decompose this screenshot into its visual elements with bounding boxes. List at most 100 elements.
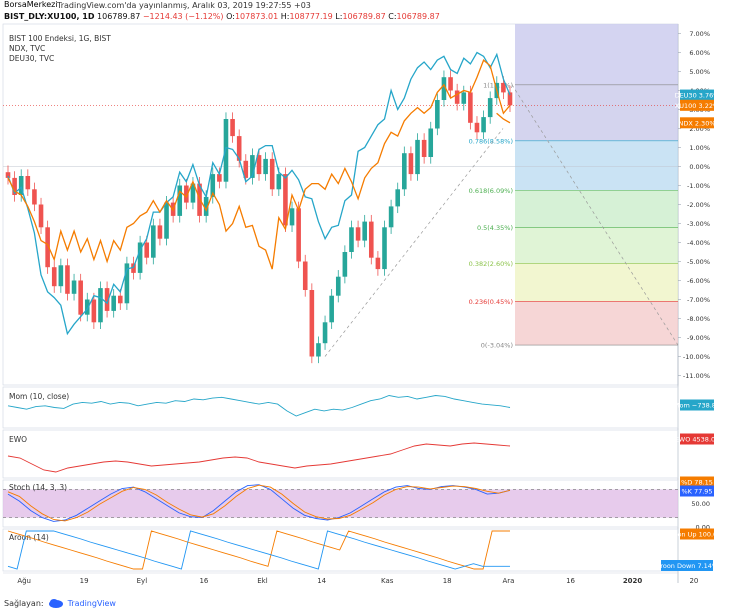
stoch-tick-label: 0.00 [696,524,710,532]
candle-body [316,343,321,357]
candle-body [250,155,255,178]
candle-body [487,98,493,118]
aroon-down-line [7,530,510,570]
fib-level-label: 0.618(6.09%) [469,187,513,195]
stoch-k-line [7,484,511,522]
chart-canvas[interactable]: 1(11.1%)0.786(8.58%)0.618(6.09%)0.5(4.35… [0,0,750,600]
candle-body [289,208,295,226]
candle-body [91,299,97,323]
candle-body [269,158,275,190]
trend-line-up [324,128,504,357]
candle-body [481,117,486,133]
candle-body [395,189,401,207]
candle-body [375,257,381,270]
candle-body [342,252,348,277]
ewo-line [7,442,511,473]
x-tick-label: Kas [381,577,394,585]
footer-provider[interactable]: TradingView [67,598,116,608]
x-tick-label: 14 [317,577,326,585]
candle-body [144,242,150,258]
candle-body [263,158,268,175]
legend-ndx[interactable]: NDX, TVC [9,44,46,53]
ewo-badge-label: EWO 4538.04 [675,436,720,444]
y-tick-label: 5.00% [689,68,710,76]
fib-level-label: 0(-3.04%) [481,342,513,350]
y-tick-label: 6.00% [689,49,710,57]
fib-zone [515,301,678,346]
candle-body [368,221,374,258]
candle-body [78,280,83,315]
candle-body [25,176,31,190]
price-badge-ndx [680,117,714,129]
candle-body [203,196,209,216]
y-tick-label: -9.00% [687,334,710,342]
candle-body [415,139,420,175]
candle-body [474,122,480,133]
candle-body [151,225,156,258]
candle-body [98,288,103,323]
symbol-line: BIST_DLY:XU100, 1D 106789.87 −1214.43 (−… [4,12,440,21]
candle-body [111,295,116,311]
candle-body [349,227,354,252]
candle-body [137,242,143,273]
candle-body [388,206,394,228]
candle-body [468,92,473,123]
published-info: TradingView.com'da yayınlanmış, Aralık 0… [57,1,311,10]
y-tick-label: 0.00% [689,163,710,171]
y-tick-label: -7.00% [687,296,710,304]
candle-body [104,288,110,311]
candle-body [309,290,315,357]
stoch-k-badge-label: %K 77.95 [681,488,712,496]
price-badge-label: NDX 2.30% [678,119,715,127]
candle-body [283,174,288,226]
momentum-panel [2,386,679,429]
y-tick-label: 2.00% [689,125,710,133]
candle-body [184,185,189,203]
candle-body [164,202,169,239]
candle-body [382,227,387,270]
candle-body [296,208,301,262]
price-badge-xu100 [680,99,714,111]
candle-body [335,276,341,296]
candle-body [157,225,163,239]
candle-body [256,155,262,175]
y-tick-label: 1.00% [689,144,710,152]
candle-body [217,174,222,182]
ewo-badge [680,433,714,445]
y-tick-label: -6.00% [687,277,710,285]
last-price: 106789.87 [97,12,141,21]
price-badge-label: DEU30 3.76% [675,92,720,100]
stoch-d-line [7,484,511,522]
series-line-ndx [496,112,511,124]
candle-body [507,92,513,106]
x-tick-label: 16 [566,577,575,585]
candle-body [435,100,440,129]
fib-level-label: 0.382(2.60%) [469,260,513,268]
candle-body [448,77,453,91]
candle-body [501,82,506,93]
price-badge-deu30 [680,89,714,101]
momentum-line [7,395,511,417]
candle-body [454,90,460,104]
footer-label: Sağlayan: [4,598,44,608]
stoch-d-badge [680,476,714,488]
aroon-panel [2,528,679,572]
x-tick-label: Ekl [257,577,267,585]
legend-deu30[interactable]: DEU30, TVC [9,54,55,63]
x-tick-label: 2020 [623,577,643,585]
legend-xu100[interactable]: BIST 100 Endeksi, 1G, BIST [9,34,111,43]
aroon-up-badge [680,528,714,540]
candle-body [58,265,64,287]
y-tick-label: 7.00% [689,30,710,38]
brand-name[interactable]: BorsaMerkezi [4,0,58,9]
stochastic-title: Stoch (14, 3, 3) [9,483,67,492]
low-value: 106789.87 [342,12,386,21]
y-tick-label: -1.00% [687,182,710,190]
fib-zone [515,84,678,141]
fib-zone [515,140,678,191]
high-value: 108777.19 [289,12,333,21]
aroon-up-line [7,530,510,570]
y-tick-label: -8.00% [687,315,710,323]
candle-body [441,77,447,100]
footer: Sağlayan: TradingView [4,598,116,608]
